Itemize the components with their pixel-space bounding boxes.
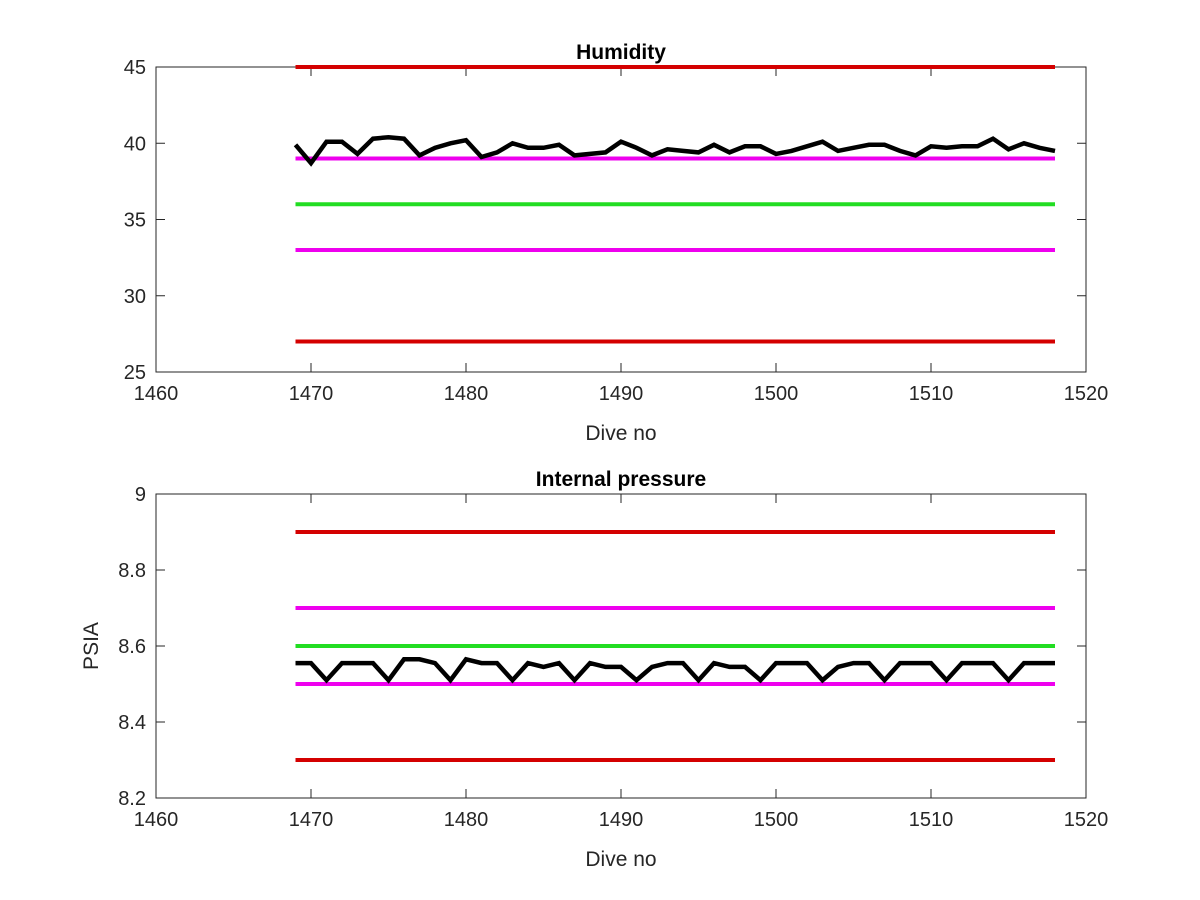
x-tick-label: 1500	[754, 809, 799, 831]
internal-pressure-panel: 1460 1470 1480 1490 1500 1510 1520 8.2 8.4 8.6 8.8…	[80, 468, 1108, 871]
y-tick-label: 25	[124, 362, 146, 384]
x-tick-label: 1490	[599, 383, 644, 405]
y-axis-label: PSIA	[80, 622, 103, 670]
y-tick-label: 45	[124, 57, 146, 79]
plot-area-frame	[155, 66, 1087, 373]
humidity-panel: 1460 1470 1480 1490 1500 1510 1520 25 30 35 40 45 Hu…	[124, 41, 1109, 445]
x-tick-label: 1460	[134, 383, 179, 405]
y-tick-label: 9	[135, 484, 146, 506]
y-tick-label: 35	[124, 210, 146, 232]
x-tick-label: 1480	[444, 809, 489, 831]
x-tick-label: 1480	[444, 383, 489, 405]
x-tick-label: 1500	[754, 383, 799, 405]
x-tick-label: 1490	[599, 809, 644, 831]
x-axis-label: Dive no	[585, 848, 656, 871]
x-tick-label: 1510	[909, 809, 954, 831]
x-tick-label: 1470	[289, 809, 334, 831]
y-tick-label: 8.6	[118, 636, 146, 658]
x-tick-label: 1520	[1064, 383, 1109, 405]
x-tick-label: 1470	[289, 383, 334, 405]
humidity-measurement-line	[293, 134, 1056, 167]
x-axis-label: Dive no	[585, 422, 656, 445]
chart-title: Internal pressure	[536, 468, 706, 491]
x-tick-label: 1510	[909, 383, 954, 405]
y-tick-label: 40	[124, 133, 146, 155]
y-tick-label: 8.4	[118, 712, 146, 734]
y-tick-label: 30	[124, 286, 146, 308]
y-tick-label: 8.8	[118, 560, 146, 582]
y-tick-label: 8.2	[118, 788, 146, 810]
x-tick-label: 1460	[134, 809, 179, 831]
chart-title: Humidity	[576, 41, 666, 64]
pressure-measurement-line	[295, 656, 1055, 684]
x-tick-label: 1520	[1064, 809, 1109, 831]
